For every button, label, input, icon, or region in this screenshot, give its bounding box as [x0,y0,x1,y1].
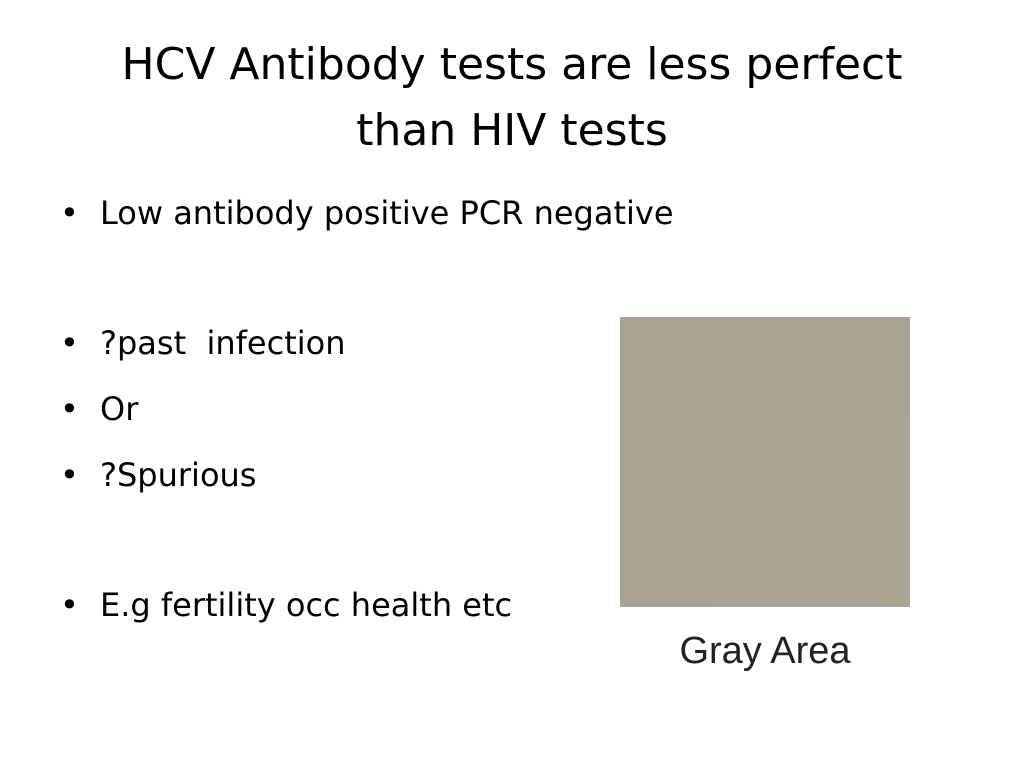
bullet-text: E.g fertility occ health etc [100,586,513,624]
bullet-text: Low antibody positive PCR negative [100,194,674,232]
slide-title: HCV Antibody tests are less perfect than… [121,39,903,156]
gray-square [620,317,910,607]
bullet-text: ?past infection [100,324,346,362]
bullet-text: Or [100,390,139,428]
inner-square [710,410,910,607]
bullet-text: ?Spurious [100,456,257,494]
image-caption: Gray Area [679,630,851,672]
